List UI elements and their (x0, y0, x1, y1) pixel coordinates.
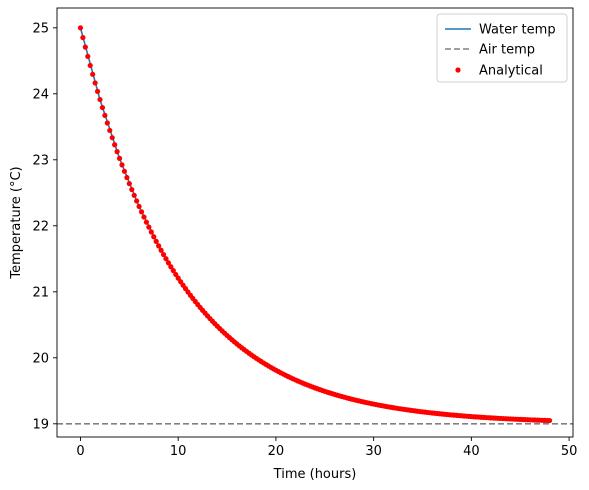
analytical-point (119, 162, 125, 168)
analytical-point (156, 243, 162, 249)
analytical-point (160, 251, 167, 258)
x-tick-label: 20 (268, 444, 285, 459)
analytical-point (546, 417, 553, 424)
analytical-point (158, 247, 164, 253)
y-tick-label: 19 (32, 417, 49, 432)
analytical-point (114, 149, 120, 155)
y-tick-label: 21 (32, 285, 49, 300)
y-tick-label: 24 (32, 87, 49, 102)
y-tick-label: 22 (32, 219, 49, 234)
analytical-point (141, 214, 147, 220)
analytical-point (77, 25, 84, 31)
analytical-point (126, 181, 132, 187)
legend-entry-air-temp: Air temp (479, 43, 535, 58)
analytical-point (97, 96, 103, 103)
analytical-point (146, 224, 152, 230)
legend: Water temp Air temp Analytical (436, 13, 568, 83)
analytical-point (163, 256, 169, 262)
analytical-point (151, 234, 157, 240)
legend-entry-analytical: Analytical (479, 64, 543, 79)
x-tick-label: 10 (170, 444, 187, 459)
analytical-point (153, 238, 159, 244)
analytical-point (165, 260, 172, 266)
analytical-point (99, 104, 106, 111)
analytical-point (136, 203, 142, 210)
analytical-point (143, 219, 150, 225)
analytical-point (173, 271, 179, 278)
analytical-point (94, 88, 101, 94)
plot-layer (57, 25, 573, 425)
analytical-point (129, 186, 135, 193)
analytical-point (121, 168, 128, 174)
analytical-point (104, 120, 110, 126)
x-tick-label: 40 (463, 444, 480, 459)
analytical-point (131, 192, 137, 198)
analytical-point (138, 209, 145, 215)
analytical-point (102, 112, 108, 118)
analytical-point (112, 142, 118, 148)
x-axis-ticks: 0 10 20 30 40 50 (76, 437, 577, 459)
x-tick-label: 30 (365, 444, 382, 459)
analytical-point (85, 53, 91, 60)
analytical-point (148, 229, 154, 235)
analytical-point (82, 44, 88, 50)
analytical-point (109, 135, 115, 141)
analytical-point (168, 264, 174, 270)
y-axis-label: Temperature (°C) (9, 166, 24, 279)
x-tick-label: 0 (76, 444, 84, 459)
analytical-point (116, 155, 123, 161)
x-tick-label: 50 (561, 444, 578, 459)
y-axis-ticks: 19 20 21 22 23 24 25 (32, 21, 57, 432)
plot-frame (56, 7, 574, 438)
analytical-point (92, 80, 98, 86)
y-tick-label: 23 (32, 153, 49, 168)
legend-box (436, 13, 568, 83)
analytical-point (90, 71, 96, 77)
legend-swatch-analytical (455, 67, 461, 73)
analytical-point (107, 127, 113, 134)
y-tick-label: 25 (32, 21, 49, 36)
analytical-point (87, 62, 93, 69)
analytical-point (170, 268, 176, 274)
analytical-point (124, 174, 130, 181)
water-temp-line (79, 27, 550, 422)
x-axis-label: Time (hours) (273, 467, 357, 482)
analytical-point (80, 34, 86, 41)
legend-entry-water-temp: Water temp (479, 23, 556, 38)
analytical-point (134, 198, 140, 204)
y-tick-label: 20 (32, 351, 49, 366)
